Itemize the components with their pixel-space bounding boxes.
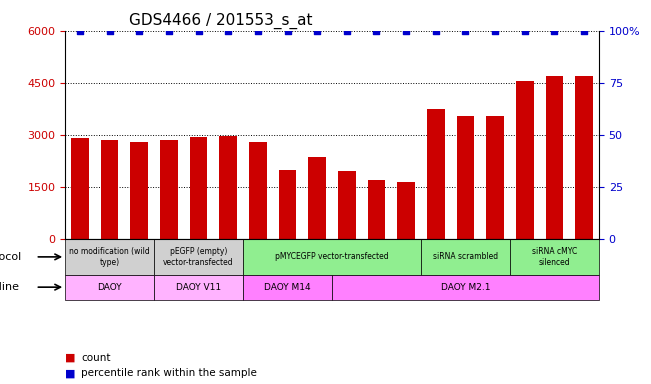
Point [104, 28, 115, 34]
Point [253, 28, 263, 34]
Point [371, 28, 381, 34]
Bar [516, 81, 534, 239]
Point [283, 28, 293, 34]
Point [401, 28, 411, 34]
Bar [130, 142, 148, 239]
Text: GDS4466 / 201553_s_at: GDS4466 / 201553_s_at [129, 13, 312, 29]
Text: pEGFP (empty)
vector-transfected: pEGFP (empty) vector-transfected [163, 247, 234, 266]
Point [134, 28, 145, 34]
Point [490, 28, 501, 34]
Point [193, 28, 204, 34]
Point [430, 28, 441, 34]
FancyBboxPatch shape [154, 275, 243, 300]
Text: count: count [81, 353, 111, 363]
Text: DAOY V11: DAOY V11 [176, 283, 221, 292]
Bar [309, 157, 326, 239]
FancyBboxPatch shape [154, 239, 243, 275]
FancyBboxPatch shape [421, 239, 510, 275]
Text: siRNA scrambled: siRNA scrambled [433, 252, 498, 262]
Point [519, 28, 530, 34]
Point [75, 28, 85, 34]
FancyBboxPatch shape [510, 239, 599, 275]
Text: no modification (wild
type): no modification (wild type) [69, 247, 150, 266]
Bar [279, 170, 296, 239]
Bar [368, 180, 385, 239]
Point [312, 28, 322, 34]
Point [223, 28, 234, 34]
Bar [249, 142, 267, 239]
Bar [397, 182, 415, 239]
Bar [486, 116, 504, 239]
Bar [546, 76, 563, 239]
Point [342, 28, 352, 34]
Bar [189, 137, 208, 239]
Text: DAOY M2.1: DAOY M2.1 [441, 283, 490, 292]
Text: ■: ■ [65, 368, 76, 378]
Text: percentile rank within the sample: percentile rank within the sample [81, 368, 257, 378]
Point [460, 28, 471, 34]
Text: siRNA cMYC
silenced: siRNA cMYC silenced [532, 247, 577, 266]
Text: cell line: cell line [0, 282, 19, 292]
FancyBboxPatch shape [65, 275, 154, 300]
Point [163, 28, 174, 34]
Bar [160, 140, 178, 239]
Text: DAOY M14: DAOY M14 [264, 283, 311, 292]
Point [579, 28, 589, 34]
Bar [338, 171, 355, 239]
Bar [101, 140, 118, 239]
FancyBboxPatch shape [243, 239, 421, 275]
Bar [456, 116, 475, 239]
FancyBboxPatch shape [243, 275, 332, 300]
Bar [219, 136, 237, 239]
Bar [427, 109, 445, 239]
Text: ■: ■ [65, 353, 76, 363]
Bar [575, 76, 593, 239]
Text: protocol: protocol [0, 252, 21, 262]
Bar [71, 138, 89, 239]
Text: DAOY: DAOY [97, 283, 122, 292]
Text: pMYCEGFP vector-transfected: pMYCEGFP vector-transfected [275, 252, 389, 262]
FancyBboxPatch shape [332, 275, 599, 300]
FancyBboxPatch shape [65, 239, 154, 275]
Point [549, 28, 560, 34]
